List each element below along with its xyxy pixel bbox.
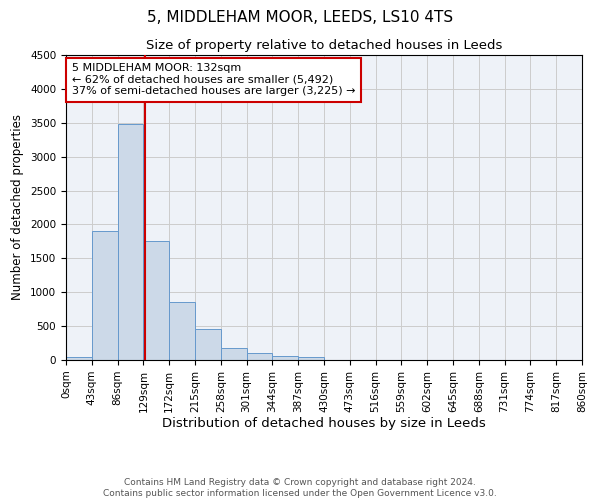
Text: 5, MIDDLEHAM MOOR, LEEDS, LS10 4TS: 5, MIDDLEHAM MOOR, LEEDS, LS10 4TS	[147, 10, 453, 25]
Bar	[92, 231, 118, 360]
Bar	[66, 356, 92, 360]
Y-axis label: Number of detached properties: Number of detached properties	[11, 114, 25, 300]
Title: Size of property relative to detached houses in Leeds: Size of property relative to detached ho…	[146, 40, 502, 52]
Bar	[247, 353, 272, 360]
Bar	[221, 348, 247, 360]
Bar	[195, 329, 221, 360]
Bar	[272, 356, 298, 360]
Bar	[118, 124, 143, 360]
Bar	[143, 242, 169, 360]
Bar	[169, 302, 195, 360]
Text: 5 MIDDLEHAM MOOR: 132sqm
← 62% of detached houses are smaller (5,492)
37% of sem: 5 MIDDLEHAM MOOR: 132sqm ← 62% of detach…	[72, 63, 355, 96]
X-axis label: Distribution of detached houses by size in Leeds: Distribution of detached houses by size …	[162, 418, 486, 430]
Bar	[298, 358, 324, 360]
Text: Contains HM Land Registry data © Crown copyright and database right 2024.
Contai: Contains HM Land Registry data © Crown c…	[103, 478, 497, 498]
